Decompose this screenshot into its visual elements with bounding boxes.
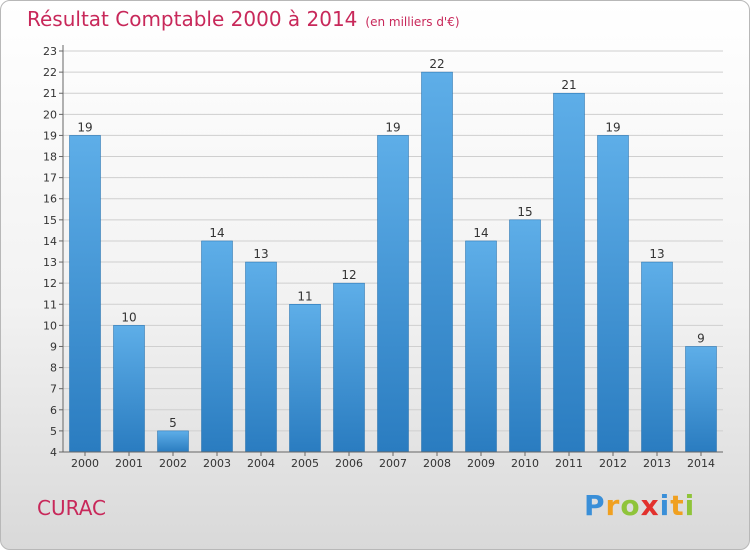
x-tick-label-2008: 2008 bbox=[423, 457, 451, 470]
bar-2013 bbox=[641, 261, 673, 453]
bar-2009 bbox=[465, 240, 497, 453]
bar-2006 bbox=[333, 282, 365, 453]
value-label-2007: 19 bbox=[385, 120, 400, 134]
y-tick-label: 11 bbox=[43, 298, 57, 311]
x-tick-label-2013: 2013 bbox=[643, 457, 671, 470]
proxiti-logo: Proxiti bbox=[584, 489, 696, 522]
y-tick-label: 19 bbox=[43, 129, 57, 142]
x-tick-label-2004: 2004 bbox=[247, 457, 275, 470]
value-label-2010: 15 bbox=[517, 205, 532, 219]
y-tick-label: 4 bbox=[50, 446, 57, 459]
bar-2010 bbox=[509, 219, 541, 453]
x-tick-label-2014: 2014 bbox=[687, 457, 715, 470]
x-tick-label-2000: 2000 bbox=[71, 457, 99, 470]
bar-2012 bbox=[597, 135, 629, 453]
x-tick-label-2012: 2012 bbox=[599, 457, 627, 470]
bar-2001 bbox=[113, 325, 145, 453]
x-tick-label-2005: 2005 bbox=[291, 457, 319, 470]
bar-2003 bbox=[201, 240, 233, 453]
value-label-2012: 19 bbox=[605, 120, 620, 134]
x-tick-label-2007: 2007 bbox=[379, 457, 407, 470]
bar-2002 bbox=[157, 430, 189, 453]
y-tick-label: 10 bbox=[43, 319, 57, 332]
y-tick-label: 17 bbox=[43, 172, 57, 185]
bar-2014 bbox=[685, 346, 717, 453]
value-label-2002: 5 bbox=[169, 416, 177, 430]
x-tick-label-2002: 2002 bbox=[159, 457, 187, 470]
value-label-2004: 13 bbox=[253, 247, 268, 261]
value-label-2005: 11 bbox=[297, 289, 312, 303]
y-tick-label: 6 bbox=[50, 404, 57, 417]
y-tick-label: 7 bbox=[50, 383, 57, 396]
value-label-2013: 13 bbox=[649, 247, 664, 261]
y-tick-label: 12 bbox=[43, 277, 57, 290]
y-tick-label: 22 bbox=[43, 66, 57, 79]
value-label-2000: 19 bbox=[77, 120, 92, 134]
chart-title: Résultat Comptable 2000 à 2014 (en millie… bbox=[27, 7, 460, 31]
y-tick-label: 9 bbox=[50, 340, 57, 353]
value-label-2006: 12 bbox=[341, 268, 356, 282]
y-tick-label: 18 bbox=[43, 151, 57, 164]
value-label-2003: 14 bbox=[209, 226, 224, 240]
y-tick-label: 15 bbox=[43, 214, 57, 227]
commune-name: CURAC bbox=[37, 496, 106, 520]
bar-2004 bbox=[245, 261, 277, 453]
value-label-2009: 14 bbox=[473, 226, 488, 240]
y-tick-label: 21 bbox=[43, 87, 57, 100]
chart-title-text: Résultat Comptable 2000 à 2014 bbox=[27, 7, 358, 31]
x-tick-label-2001: 2001 bbox=[115, 457, 143, 470]
y-tick-label: 20 bbox=[43, 108, 57, 121]
bar-2011 bbox=[553, 92, 585, 453]
x-tick-label-2009: 2009 bbox=[467, 457, 495, 470]
bar-2005 bbox=[289, 304, 321, 453]
y-tick-label: 13 bbox=[43, 256, 57, 269]
bar-2000 bbox=[69, 135, 101, 453]
y-tick-label: 8 bbox=[50, 362, 57, 375]
value-label-2011: 21 bbox=[561, 78, 576, 92]
bar-2007 bbox=[377, 135, 409, 453]
y-tick-label: 16 bbox=[43, 193, 57, 206]
bar-2008 bbox=[421, 71, 453, 453]
x-tick-label-2006: 2006 bbox=[335, 457, 363, 470]
y-tick-label: 14 bbox=[43, 235, 57, 248]
x-tick-label-2003: 2003 bbox=[203, 457, 231, 470]
chart-unit: (en milliers d'€) bbox=[365, 15, 460, 29]
value-label-2014: 9 bbox=[697, 331, 705, 345]
y-tick-label: 23 bbox=[43, 45, 57, 58]
y-tick-label: 5 bbox=[50, 425, 57, 438]
value-label-2001: 10 bbox=[121, 310, 136, 324]
x-tick-label-2011: 2011 bbox=[555, 457, 583, 470]
value-label-2008: 22 bbox=[429, 57, 444, 71]
x-tick-label-2010: 2010 bbox=[511, 457, 539, 470]
